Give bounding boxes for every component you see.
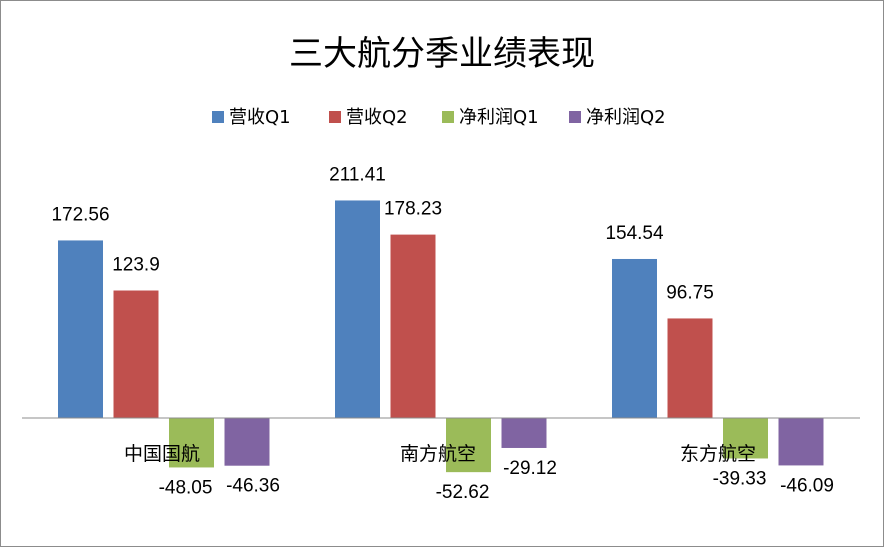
data-label: 211.41 [329,164,386,185]
bar [778,418,824,466]
legend-swatch [212,111,224,123]
data-label: -39.33 [713,468,767,489]
legend-swatch [569,111,581,123]
data-label: -52.62 [436,482,490,503]
data-label: 154.54 [605,223,664,244]
bars [58,200,824,473]
data-label: -48.05 [159,477,213,498]
bar [723,418,768,459]
legend-item: 营收Q1 [212,107,291,128]
legend-swatch [329,111,341,123]
data-labels: 172.56 123.9 -48.05 -46.36 211.41 178.23 -52.6… [51,164,834,503]
legend-item: 营收Q2 [329,107,408,128]
legend-label: 营收Q2 [346,107,408,128]
legend-item: 净利润Q1 [442,107,539,128]
category-label: 东方航空 [680,443,756,465]
data-label: -46.09 [780,475,834,496]
bar [612,258,657,418]
legend-label: 净利润Q2 [586,107,666,128]
data-label: 172.56 [51,204,109,225]
bar [501,418,547,448]
bar [335,200,380,418]
bar [446,418,491,473]
data-label: -46.36 [226,476,280,497]
data-label: -29.12 [503,458,557,479]
data-label: 123.9 [112,255,160,276]
category-labels: 中国国航 南方航空 东方航空 [124,443,756,465]
bar [224,418,270,466]
chart-title: 三大航分季业绩表现 [289,34,595,74]
legend-label: 营收Q1 [229,107,291,128]
bar [113,290,159,418]
legend-item: 净利润Q2 [569,107,666,128]
bar [58,240,103,418]
legend-label: 净利润Q1 [459,107,539,128]
data-label: 178.23 [384,199,442,220]
category-label: 中国国航 [124,443,200,465]
bar [169,418,214,468]
bar [390,234,436,418]
legend-swatch [442,111,454,123]
category-label: 南方航空 [400,443,476,465]
legend: 营收Q1 营收Q2 净利润Q1 净利润Q2 [212,107,666,128]
bar [667,318,713,418]
data-label: 96.75 [666,282,714,303]
